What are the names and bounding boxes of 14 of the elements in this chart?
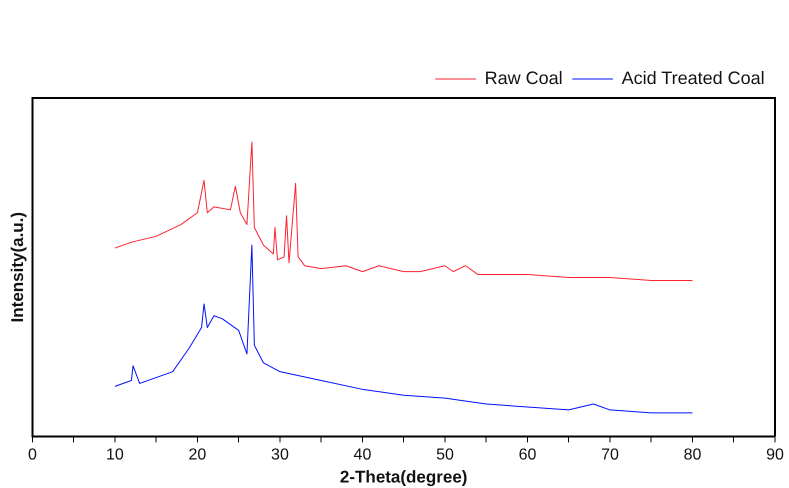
legend-label: Raw Coal [484, 68, 563, 88]
y-axis-title: Intensity(a.u.) [8, 212, 27, 322]
x-axis-title: 2-Theta(degree) [340, 467, 468, 486]
x-tick-label: 70 [601, 446, 619, 464]
x-tick-label: 30 [271, 446, 289, 464]
legend-label: Acid Treated Coal [622, 68, 765, 88]
x-tick-label: 40 [354, 446, 372, 464]
x-tick-label: 60 [518, 446, 536, 464]
x-tick-label: 90 [766, 446, 784, 464]
x-tick-label: 0 [28, 446, 37, 464]
x-tick-label: 20 [188, 446, 206, 464]
x-tick-label: 50 [436, 446, 454, 464]
x-tick-label: 10 [106, 446, 124, 464]
x-tick-label: 80 [684, 446, 702, 464]
